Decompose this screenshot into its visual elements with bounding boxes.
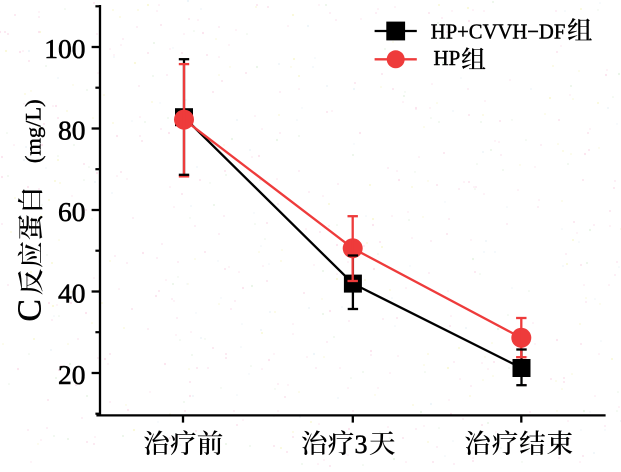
svg-text:(mg/L): (mg/L) <box>20 99 45 163</box>
svg-text:HP: HP <box>434 46 461 70</box>
svg-text:C: C <box>11 299 48 321</box>
svg-text:80: 80 <box>58 115 86 146</box>
svg-text:3: 3 <box>355 430 368 459</box>
svg-text:60: 60 <box>58 196 86 227</box>
svg-text:40: 40 <box>58 278 86 309</box>
svg-text:HP+CVVH−DF: HP+CVVH−DF <box>431 19 566 43</box>
svg-text:100: 100 <box>44 33 85 64</box>
svg-text:20: 20 <box>58 359 86 390</box>
